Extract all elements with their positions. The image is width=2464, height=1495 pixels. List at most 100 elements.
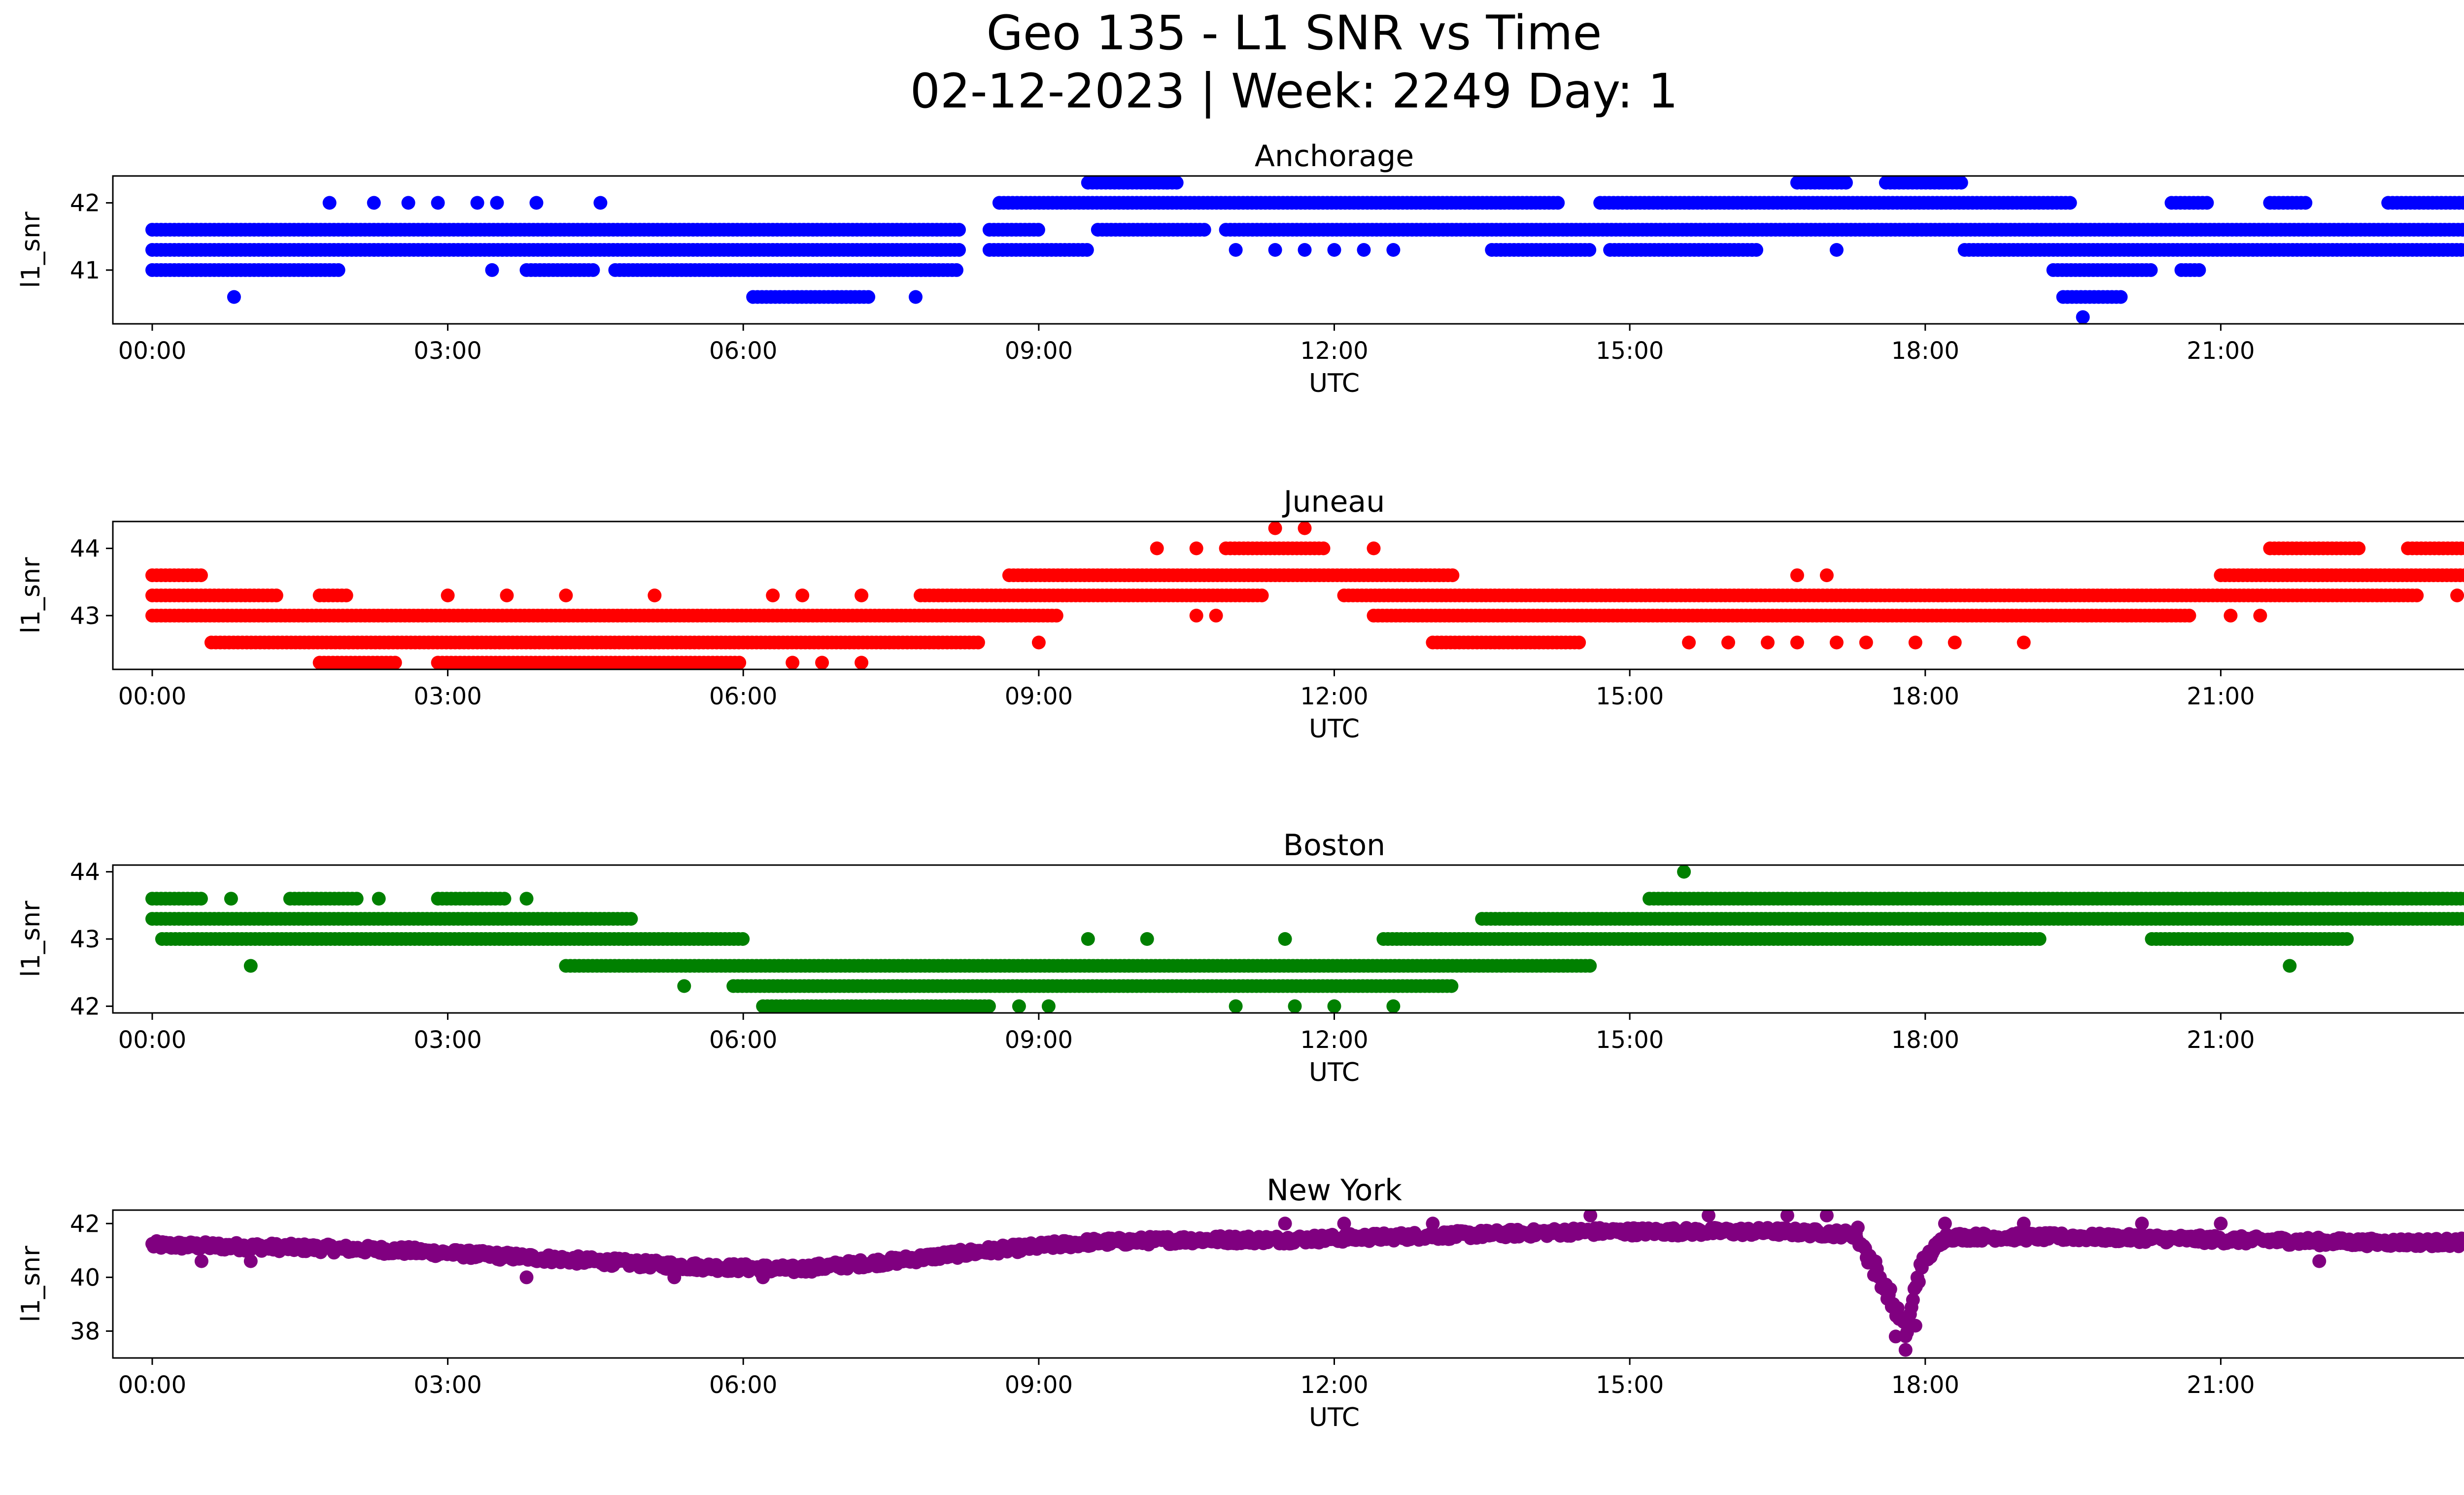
data-point: [1721, 635, 1735, 650]
data-point: [519, 892, 534, 906]
y-tick-label: 42: [70, 993, 100, 1020]
x-tick-label: 03:00: [413, 1026, 481, 1054]
data-point: [952, 223, 966, 237]
data-point: [349, 892, 364, 906]
subplot-title: New York: [1266, 1173, 1402, 1208]
y-tick-label: 44: [70, 535, 100, 563]
y-tick-label: 42: [70, 190, 100, 217]
y-tick-label: 44: [70, 859, 100, 886]
data-point: [1316, 541, 1331, 556]
x-tick-label: 15:00: [1596, 1026, 1664, 1054]
data-point: [1551, 196, 1565, 210]
y-axis-label: l1_snr: [16, 557, 46, 634]
subplot-title: Juneau: [1282, 485, 1385, 519]
data-point: [2032, 932, 2047, 946]
data-point: [1140, 932, 1154, 946]
data-point: [339, 589, 353, 602]
data-point: [1268, 522, 1282, 535]
data-point: [2298, 196, 2313, 210]
data-point: [485, 263, 499, 277]
data-point: [1444, 979, 1459, 993]
x-tick-label: 00:00: [118, 1026, 186, 1054]
data-point: [441, 589, 455, 602]
x-tick-label: 12:00: [1300, 683, 1368, 710]
data-markers: [145, 1210, 2464, 1357]
figure-title-line2: 02-12-2023 | Week: 2249 Day: 1: [910, 64, 1678, 119]
data-point: [2459, 243, 2464, 257]
x-tick-label: 00:00: [118, 337, 186, 365]
data-point: [1169, 176, 1184, 190]
data-point: [2224, 608, 2238, 623]
data-point: [497, 892, 512, 906]
data-point: [1031, 223, 1045, 237]
data-point: [2063, 196, 2077, 210]
data-point: [1298, 522, 1312, 535]
data-point: [1229, 243, 1243, 257]
data-point: [586, 263, 600, 277]
y-tick-label: 41: [70, 257, 100, 284]
data-point: [1386, 999, 1401, 1013]
data-point: [766, 589, 780, 602]
data-point: [1229, 999, 1243, 1013]
data-point: [388, 656, 402, 669]
data-point: [1357, 243, 1371, 257]
x-tick-label: 18:00: [1891, 683, 1959, 710]
data-point: [2460, 223, 2464, 236]
x-tick-label: 18:00: [1891, 337, 1959, 365]
data-point: [194, 892, 208, 906]
data-point: [224, 892, 238, 906]
x-tick-label: 09:00: [1005, 683, 1073, 710]
x-tick-label: 15:00: [1596, 337, 1664, 365]
data-point: [795, 589, 810, 602]
data-point: [2182, 608, 2196, 623]
data-point: [971, 635, 985, 650]
data-point: [2352, 541, 2366, 556]
data-point: [269, 589, 283, 602]
data-markers: [145, 865, 2464, 1013]
data-point: [1819, 568, 1834, 583]
data-point: [2253, 608, 2267, 623]
x-tick-label: 03:00: [413, 683, 481, 710]
data-point: [1954, 176, 1968, 190]
data-point: [2017, 635, 2031, 650]
x-tick-label: 21:00: [2187, 683, 2255, 710]
x-tick-label: 12:00: [1300, 337, 1368, 365]
data-point: [2076, 310, 2090, 324]
data-point: [1859, 635, 1873, 650]
x-tick-label: 09:00: [1005, 337, 1073, 365]
subplot-title: Boston: [1283, 828, 1385, 863]
data-point: [2463, 894, 2464, 903]
data-point: [1031, 635, 1046, 650]
x-axis-label: UTC: [1309, 369, 1360, 398]
data-point: [1386, 243, 1401, 257]
data-point: [1445, 568, 1460, 583]
data-point: [1790, 568, 1804, 583]
data-markers: [145, 176, 2464, 324]
data-point: [559, 589, 573, 602]
x-axis-label: UTC: [1309, 1058, 1360, 1087]
data-point: [1197, 223, 1211, 237]
data-point: [401, 196, 415, 210]
data-point: [431, 196, 445, 210]
y-tick-label: 43: [70, 602, 100, 630]
data-point: [322, 196, 337, 210]
data-point: [1948, 635, 1962, 650]
data-point: [952, 243, 966, 257]
data-point: [470, 196, 484, 210]
data-point: [1041, 999, 1056, 1013]
data-point: [648, 589, 662, 602]
data-point: [227, 290, 241, 304]
data-point: [1582, 243, 1597, 257]
data-point: [736, 932, 750, 946]
data-point: [1908, 635, 1922, 650]
x-tick-label: 21:00: [2187, 1026, 2255, 1054]
data-point: [815, 656, 829, 669]
data-point: [1839, 176, 1853, 190]
data-point: [1160, 176, 1174, 190]
x-axis-label: UTC: [1309, 714, 1360, 744]
data-point: [1189, 608, 1203, 623]
